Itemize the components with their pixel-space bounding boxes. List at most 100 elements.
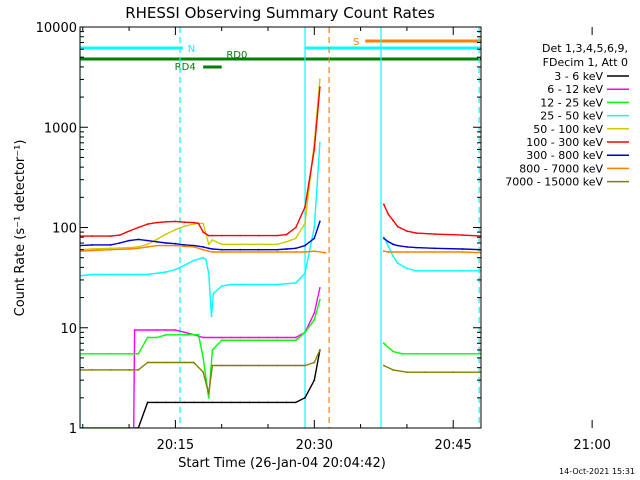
data-point — [109, 244, 112, 246]
series-line-4 — [80, 79, 321, 251]
data-point — [257, 251, 260, 253]
data-point — [146, 273, 149, 276]
data-point — [137, 246, 140, 248]
data-point — [304, 364, 306, 367]
data-point — [183, 244, 186, 246]
data-point — [392, 219, 394, 222]
y-tick-label: 10000 — [36, 21, 77, 36]
series-line-5 — [383, 204, 481, 237]
y-tick-label: 10 — [60, 322, 77, 337]
series-line-3 — [80, 142, 321, 317]
data-point — [248, 401, 251, 404]
data-point — [207, 272, 210, 275]
flag-label-rd4: RD4 — [175, 62, 196, 73]
series-line-0 — [133, 349, 321, 428]
data-point — [276, 339, 279, 342]
data-point — [257, 339, 260, 342]
data-point — [313, 148, 316, 151]
data-point — [220, 285, 223, 287]
x-axis-label: Start Time (26-Jan-04 20:04:42) — [178, 456, 386, 471]
legend-label: 12 - 25 keV — [540, 96, 603, 109]
legend: Det 1,3,4,5,6,9, FDecim 1, Att 0 3 - 6 k… — [505, 42, 629, 189]
series-line-1 — [80, 287, 321, 428]
data-point — [137, 247, 140, 250]
y-axis-ticks: 1 10 100 1000 10000 — [36, 21, 481, 437]
data-point — [433, 247, 436, 250]
data-point — [174, 401, 177, 404]
x-tick-label: 20:15 — [157, 438, 194, 453]
data-point — [128, 273, 131, 276]
data-point — [406, 230, 408, 233]
data-point — [146, 401, 149, 404]
data-point — [313, 318, 316, 321]
series-line-8 — [383, 364, 481, 373]
data-point — [461, 269, 464, 272]
data-point — [174, 329, 177, 331]
data-point — [146, 223, 149, 226]
data-point — [207, 247, 210, 250]
data-point — [174, 333, 177, 336]
data-point — [239, 248, 242, 251]
data-point — [146, 246, 149, 248]
data-point — [257, 336, 260, 339]
data-point — [137, 352, 140, 355]
flag-label-n: N — [188, 44, 195, 55]
data-point — [220, 336, 223, 339]
data-point — [248, 336, 251, 339]
data-point — [294, 282, 297, 284]
data-point — [165, 401, 168, 404]
data-point — [415, 246, 418, 249]
data-point — [239, 364, 242, 367]
data-point — [205, 258, 207, 261]
data-point — [183, 221, 186, 224]
data-point — [294, 339, 297, 342]
data-point — [91, 352, 93, 355]
data-point — [406, 371, 408, 374]
data-point — [304, 272, 306, 275]
x-tick-label: 20:45 — [434, 438, 471, 453]
data-point — [313, 237, 316, 240]
data-point — [387, 213, 390, 216]
data-point — [109, 369, 112, 371]
x-tick-label: 21:00 — [573, 438, 610, 453]
data-point — [257, 401, 260, 404]
data-point — [257, 364, 260, 367]
data-point — [294, 237, 297, 240]
data-point — [433, 233, 436, 236]
data-point — [146, 336, 149, 339]
observing-flags: N S RD0 RD4 — [80, 37, 481, 73]
data-point — [165, 333, 168, 336]
flag-label-rd0: RD0 — [226, 50, 247, 61]
data-point — [128, 246, 131, 249]
data-point — [461, 234, 464, 237]
data-point — [128, 248, 131, 250]
data-point — [174, 242, 177, 245]
data-point — [183, 331, 186, 334]
data-point — [294, 247, 297, 250]
series-line-6 — [80, 221, 321, 251]
data-point — [211, 234, 214, 237]
data-point — [276, 248, 279, 251]
data-point — [128, 352, 131, 355]
data-point — [193, 244, 195, 247]
data-point — [165, 361, 168, 364]
data-point — [156, 401, 158, 404]
data-point — [220, 234, 223, 237]
data-point — [207, 396, 210, 399]
data-point — [415, 352, 418, 355]
data-point — [239, 336, 242, 339]
data-point — [193, 401, 195, 404]
data-point — [324, 251, 327, 254]
data-point — [382, 342, 385, 345]
data-point — [276, 251, 279, 253]
data-point — [313, 361, 316, 364]
data-point — [276, 234, 279, 237]
series-line-5 — [80, 87, 321, 237]
data-point — [433, 269, 436, 272]
data-point — [207, 243, 210, 246]
data-point — [239, 243, 242, 246]
data-point — [156, 240, 158, 243]
data-point — [193, 246, 195, 248]
data-point — [165, 220, 168, 223]
data-point — [197, 222, 200, 225]
